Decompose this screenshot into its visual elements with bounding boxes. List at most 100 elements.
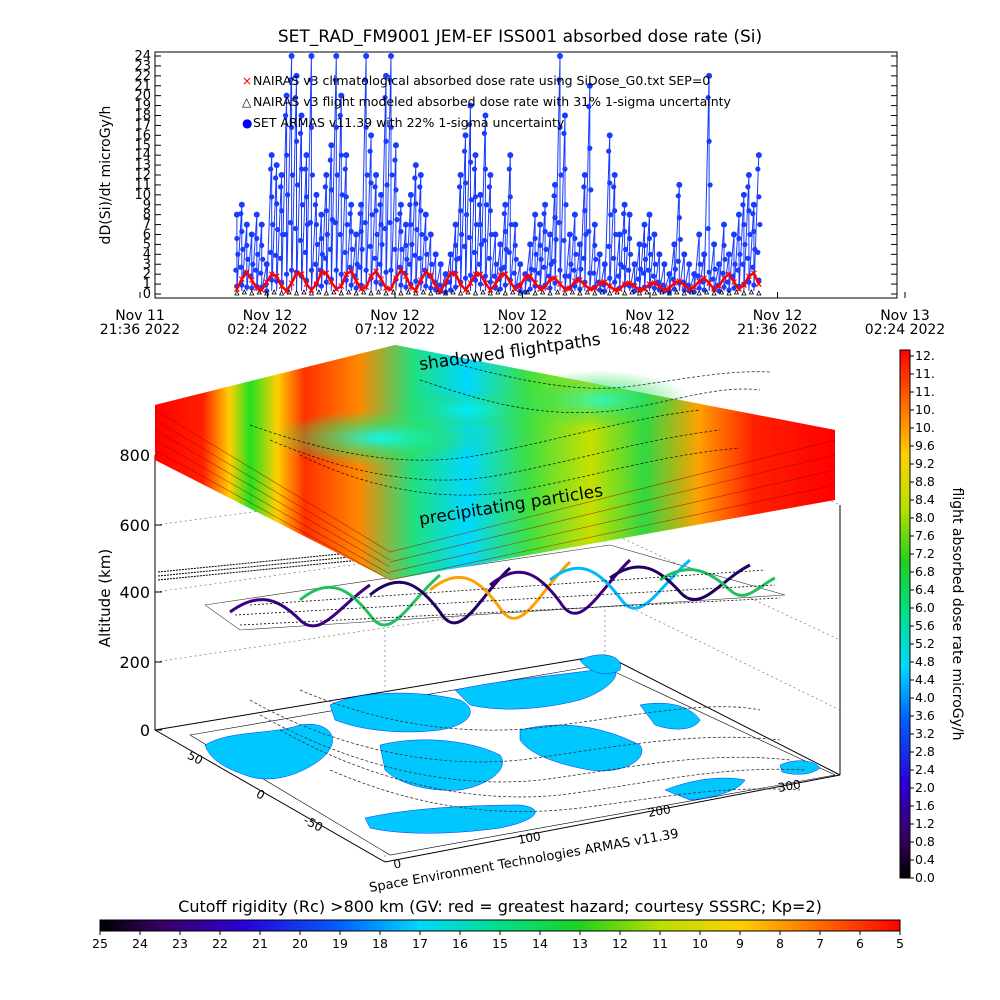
nairas-flight-point [405,289,412,295]
armas-point [254,235,260,242]
armas-point [587,270,593,276]
armas-point [511,270,517,276]
armas-point [533,251,539,257]
armas-point [273,162,280,169]
armas-point [666,271,673,278]
armas-point [308,124,315,130]
nairas-climatology-point [378,276,384,283]
armas-point [481,130,488,136]
nairas-climatology-point [477,271,484,278]
armas-point [471,249,478,255]
armas-point [364,172,370,178]
cutoff-rigidity-title: Cutoff rigidity (Rc) >800 km (GV: red = … [178,897,822,916]
nairas-climatology-point [562,286,568,292]
armas-point [448,287,454,293]
nairas-climatology-point [666,285,673,291]
nairas-flight-point [420,289,426,295]
nairas-flight-point [510,289,516,295]
nairas-climatology-point [611,287,618,293]
armas-point [419,231,425,238]
dose-rate-tick-label: 5.6 [915,618,935,633]
armas-point [387,220,393,226]
nairas-climatology-point [571,278,578,285]
armas-point [695,273,701,279]
armas-point [725,279,731,285]
armas-point [466,121,473,128]
armas-point [297,237,304,244]
armas-point [677,236,683,243]
armas-point [561,130,567,136]
armas-point [476,261,483,267]
armas-point [412,162,419,169]
armas-point [342,166,348,172]
armas-point [398,282,404,288]
armas-point [477,221,484,228]
legend-marker: ● [242,116,252,130]
armas-point [342,249,348,255]
armas-point [268,152,275,159]
nairas-climatology-point [497,272,504,279]
dose-rate-tick-label: 11. [915,366,935,381]
nairas-climatology-point [353,278,360,285]
nairas-flight-point [629,289,635,295]
armas-point [319,251,325,257]
nairas-climatology-point [288,280,295,287]
armas-point [512,242,518,249]
armas-point [388,124,394,130]
nairas-climatology-point [492,281,499,288]
armas-point [353,285,359,291]
armas-point [611,172,618,178]
armas-point [742,241,748,248]
nairas-flight-point [577,290,583,296]
nairas-climatology-point [303,281,310,288]
armas-point [308,53,315,59]
nairas-flight-point [428,290,434,296]
armas-point [491,273,497,279]
armas-point [513,256,519,262]
armas-point [642,256,649,262]
armas-point [751,282,757,288]
y-axis-label: dD(Si)/dt microGy/h [98,106,114,245]
armas-point [270,221,276,228]
armas-point [755,152,762,159]
dose-rate-colorbar-label: flight absorbed dose rate microGy/h [949,488,965,741]
armas-point [607,180,613,186]
cutoff-rigidity-tick-label: 14 [532,936,548,951]
y-tick-label: 5 [143,237,151,252]
armas-point [705,95,711,101]
armas-point [651,285,658,291]
armas-point [468,197,475,203]
armas-point [537,242,543,249]
nairas-climatology-point [750,270,757,277]
x-tick-label-date: Nov 13 [880,308,930,324]
armas-point [635,276,642,282]
nairas-climatology-point [686,286,693,292]
nairas-flight-point [525,289,531,295]
armas-point [721,284,727,290]
armas-point [244,242,250,249]
dose-rate-tick-label: 6.0 [915,600,935,615]
armas-point [234,235,240,242]
armas-point [378,191,385,198]
armas-point [675,193,681,199]
armas-point [323,279,329,285]
armas-point [562,166,568,172]
nairas-flight-point [689,289,695,295]
armas-point [721,221,728,228]
nairas-climatology-point [671,280,678,287]
armas-point [287,77,294,83]
armas-point [493,261,499,267]
nairas-flight-point [338,290,344,296]
armas-point [404,256,410,262]
armas-point [388,267,394,273]
armas-point [442,271,449,278]
armas-point [502,282,508,288]
nairas-climatology-point [706,280,713,287]
armas-point [581,255,587,261]
armas-point [402,221,409,228]
armas-point [302,166,309,172]
legend-marker: × [242,74,252,88]
nairas-flight-point [592,290,598,296]
armas-point [626,235,633,242]
nairas-climatology-point [278,283,285,289]
